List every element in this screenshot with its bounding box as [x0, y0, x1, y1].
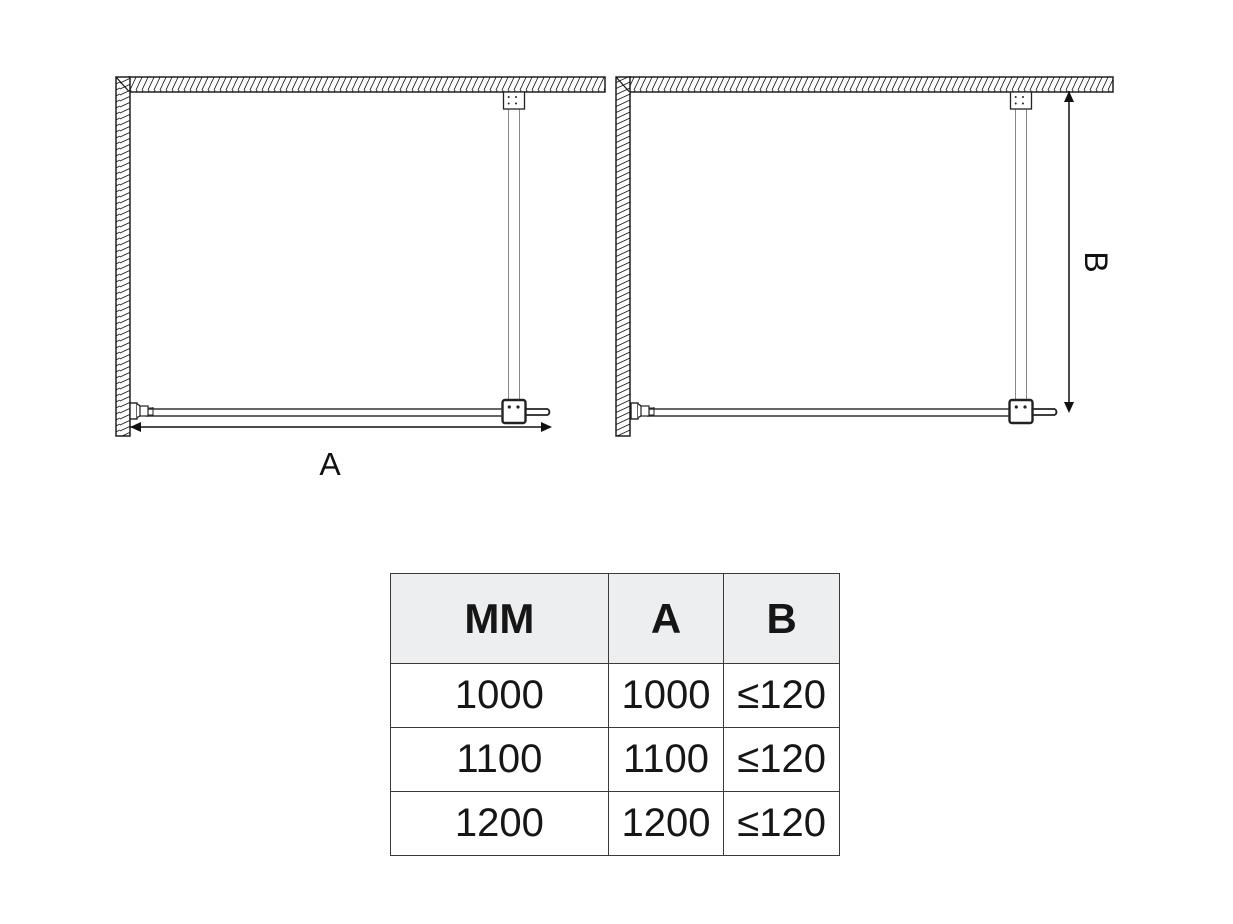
svg-text:A: A	[319, 446, 341, 482]
